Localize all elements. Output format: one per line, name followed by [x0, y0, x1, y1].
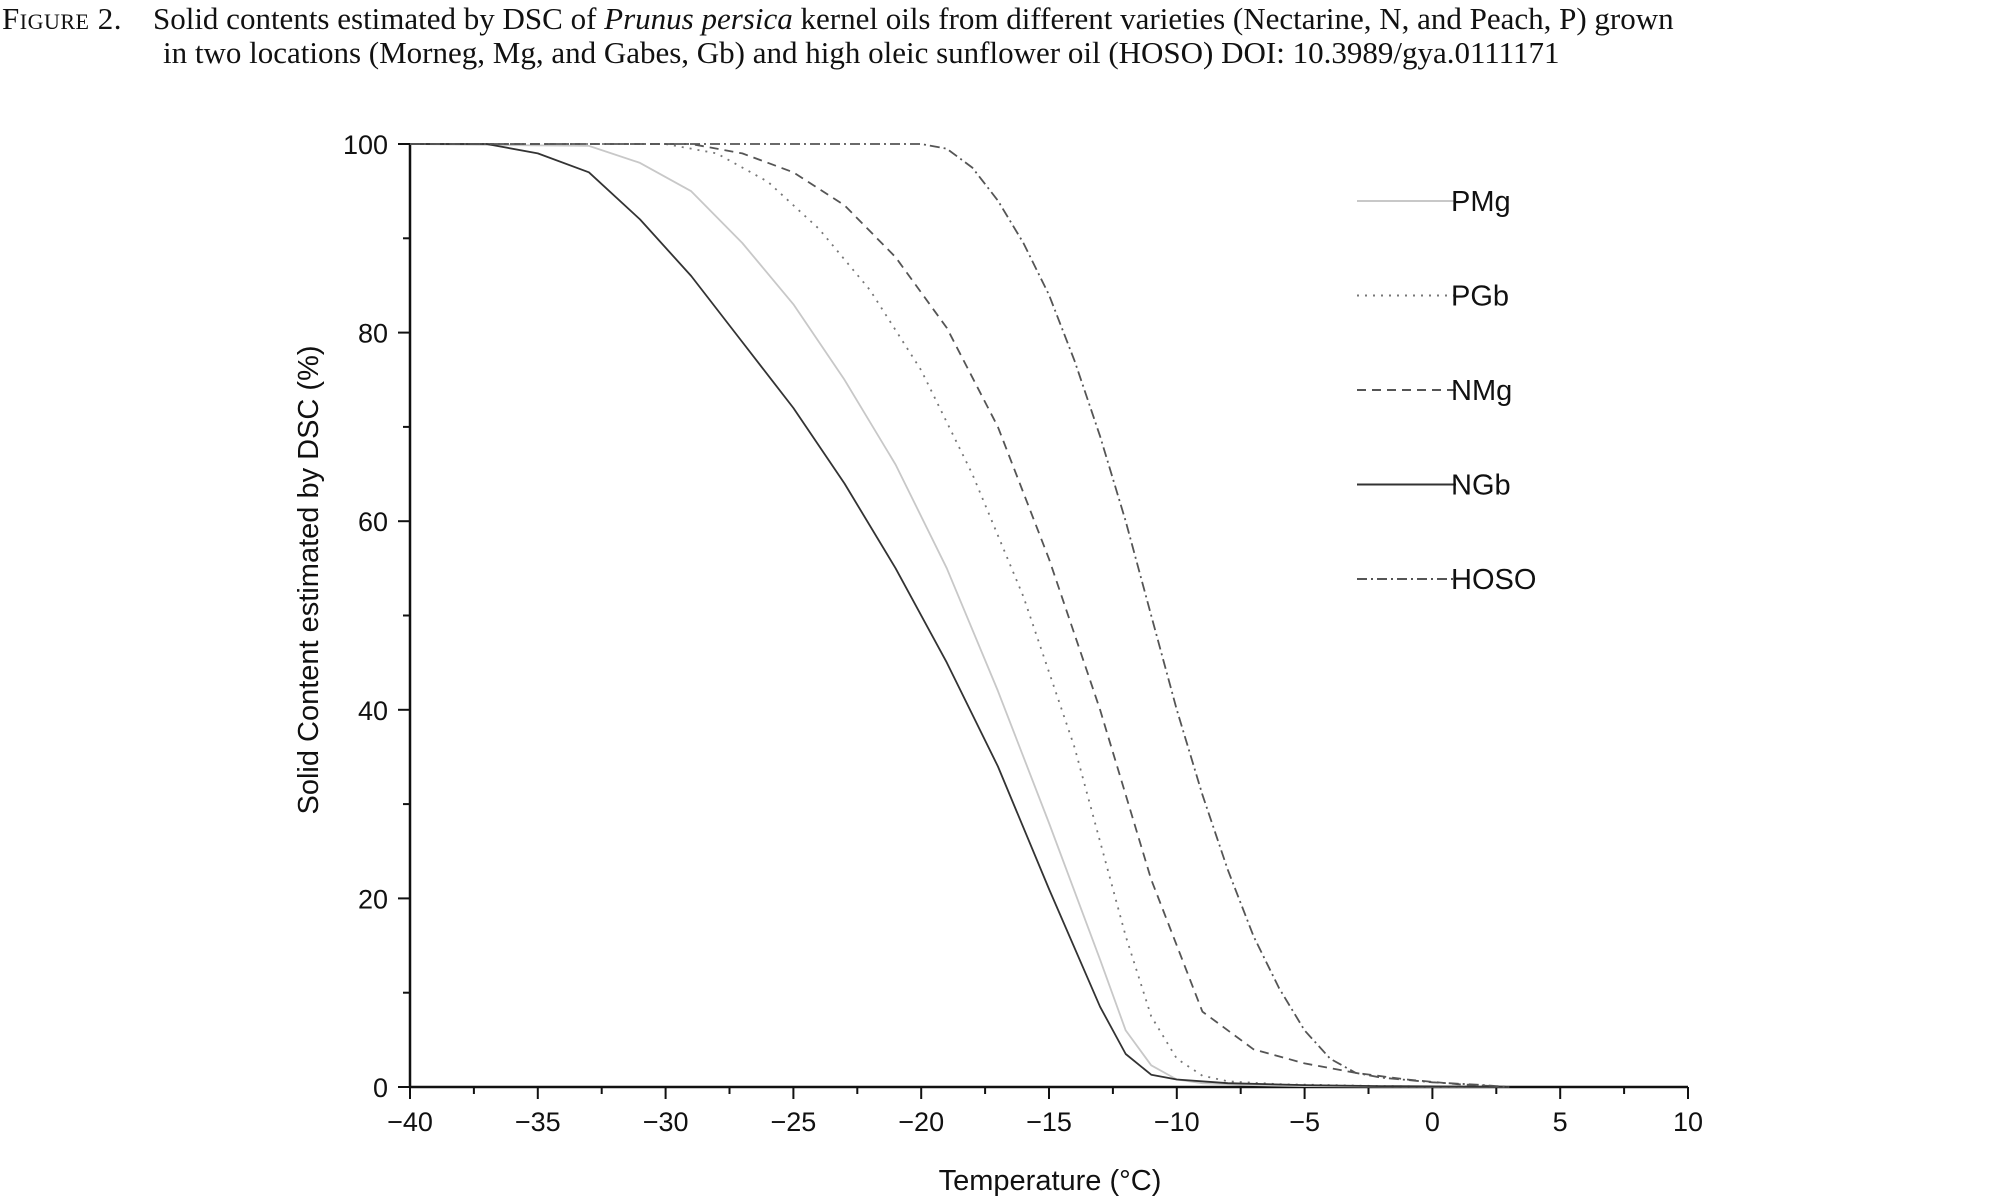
legend-label-nmg: NMg — [1451, 375, 1512, 407]
x-tick-label: 10 — [1673, 1107, 1703, 1137]
caption-text-2: kernel oils from different varieties (Ne… — [792, 1, 1674, 36]
y-tick-label: 40 — [358, 696, 388, 726]
caption-text-1: Solid contents estimated by DSC of — [152, 1, 605, 36]
x-tick-label: −5 — [1289, 1107, 1320, 1137]
legend-label-hoso: HOSO — [1451, 564, 1536, 596]
caption-figure-label: Figure 2. — [2, 1, 122, 36]
series-line-hoso — [410, 143, 1510, 1088]
y-tick-label: 60 — [358, 507, 388, 537]
y-tick-label: 100 — [343, 130, 388, 160]
x-tick-label: −15 — [1026, 1107, 1072, 1137]
series-lines — [409, 143, 1510, 1088]
legend-label-pgb: PGb — [1451, 281, 1509, 313]
y-axis-ticks: 0 20 40 60 80 100 — [343, 130, 410, 1103]
x-tick-label: −35 — [515, 1107, 561, 1137]
x-axis-label: Temperature (°C) — [939, 1165, 1162, 1196]
x-axis-ticks: −40 −35 −30 −25 −20 −15 −10 −5 0 5 10 — [387, 1087, 1703, 1137]
x-tick-label: −30 — [643, 1107, 689, 1137]
legend-label-pmg: PMg — [1451, 186, 1511, 218]
caption-line-1: Figure 2. Solid contents estimated by DS… — [2, 2, 1674, 36]
caption-line-2: in two locations (Morneg, Mg, and Gabes,… — [163, 35, 1560, 70]
x-tick-label: −25 — [770, 1107, 816, 1137]
y-axis-label: Solid Content estimated by DSC (%) — [293, 345, 325, 814]
series-line-pgb — [410, 143, 1510, 1088]
series-line-ngb — [410, 143, 1510, 1088]
y-tick-label: 0 — [373, 1073, 388, 1103]
series-line-nmg — [410, 143, 1510, 1088]
x-tick-label: 0 — [1425, 1107, 1440, 1137]
x-tick-label: −40 — [387, 1107, 433, 1137]
x-tick-label: −10 — [1154, 1107, 1200, 1137]
x-tick-label: 5 — [1553, 1107, 1568, 1137]
caption-species: Prunus persica — [604, 1, 793, 36]
y-tick-label: 20 — [358, 884, 388, 914]
y-tick-label: 80 — [358, 319, 388, 349]
x-tick-label: −20 — [898, 1107, 944, 1137]
legend-label-ngb: NGb — [1451, 470, 1511, 502]
legend: PMg PGb NMg NGb HOSO — [1357, 186, 1536, 596]
series-line-pmg — [409, 143, 1510, 1088]
